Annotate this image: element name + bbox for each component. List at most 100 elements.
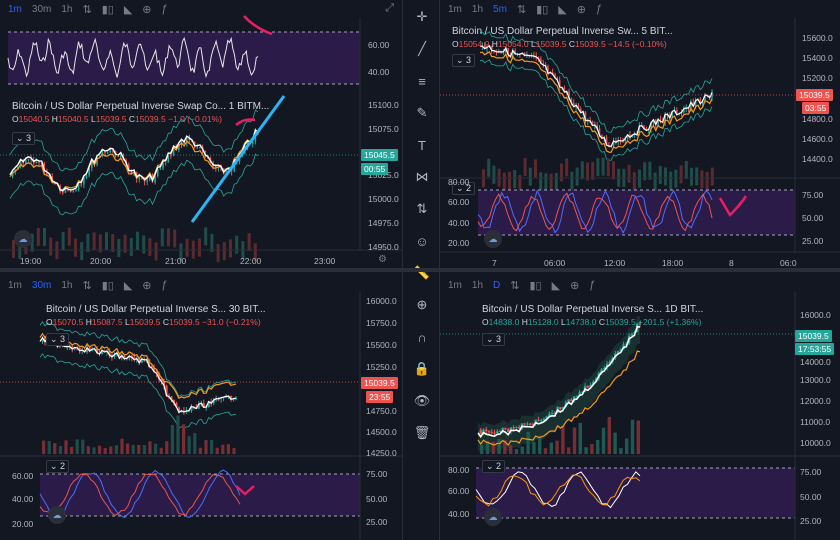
compare-icon[interactable]: ⇅ xyxy=(510,279,520,292)
ohlc-open: 15070.5 xyxy=(52,317,84,327)
chart-canvas[interactable] xyxy=(0,272,402,540)
fx-icon[interactable]: ƒ xyxy=(589,279,596,291)
timeframe-5m[interactable]: 5m xyxy=(493,3,507,15)
chart-canvas[interactable] xyxy=(440,0,840,268)
add-indicator-icon[interactable]: ⊕ xyxy=(142,3,152,16)
candle xyxy=(140,358,143,363)
ohlc-low: 15039.5 xyxy=(95,114,127,124)
ohlc-change: +201.5 (+1.36%) xyxy=(638,317,702,327)
compare-icon[interactable]: ⇅ xyxy=(516,3,527,16)
candle xyxy=(528,423,532,425)
add-indicator-icon[interactable]: ⊕ xyxy=(576,3,586,16)
compare-icon[interactable]: ⇅ xyxy=(82,3,92,16)
chart-canvas[interactable] xyxy=(0,0,402,268)
timeframe-1h[interactable]: 1h xyxy=(61,3,73,15)
trendline-annotation xyxy=(190,95,286,223)
timeframe-30m[interactable]: 30m xyxy=(31,279,52,291)
fx-icon[interactable]: ƒ xyxy=(595,3,603,15)
area-chart-icon[interactable]: ◣ xyxy=(551,279,561,292)
pane-divider[interactable] xyxy=(0,268,840,272)
tradingview-logo[interactable]: ☁ xyxy=(48,506,66,524)
ohlc-open: 15040.5 xyxy=(18,114,50,124)
candle xyxy=(652,119,655,123)
brush-icon[interactable]: ✎ xyxy=(416,105,428,120)
prediction-icon[interactable]: ⇅ xyxy=(416,201,428,216)
magnet-icon[interactable]: ∩ xyxy=(417,329,427,345)
emoji-icon[interactable]: ☺ xyxy=(415,233,429,249)
timeframe-1d[interactable]: D xyxy=(493,279,501,291)
eye-icon[interactable]: 👁 xyxy=(413,393,431,408)
add-indicator-icon[interactable]: ⊕ xyxy=(142,279,152,292)
ruler-icon[interactable]: 📏 xyxy=(413,265,431,280)
timeframe-1m[interactable]: 1m xyxy=(8,279,22,291)
candle-type-icon[interactable]: ▮▯ xyxy=(536,3,549,16)
candle xyxy=(490,45,493,51)
chart-pane-1d[interactable]: 1m 1h D ⇅ ▮▯ ◣ ⊕ ƒ Bitcoin / US Dollar P… xyxy=(440,272,840,540)
ohlc-low: 15039.5 xyxy=(535,39,567,49)
fib-icon[interactable]: ≡ xyxy=(418,73,426,89)
add-indicator-icon[interactable]: ⊕ xyxy=(570,279,580,292)
symbol-name[interactable]: Bitcoin / US Dollar Perpetual Inverse Sw… xyxy=(452,26,639,37)
lock-icon[interactable]: 🔒 xyxy=(413,361,431,376)
indicator-count: 3 xyxy=(466,55,472,65)
candle-type-icon[interactable]: ▮▯ xyxy=(529,279,542,292)
osc-indicator-toggle[interactable]: ⌄ 2 xyxy=(482,460,506,473)
indicator-toggle[interactable]: ⌄ 3 xyxy=(46,333,70,346)
ma-orange xyxy=(479,50,713,153)
volume-bar xyxy=(61,231,65,250)
volume-bar xyxy=(658,165,662,184)
candle xyxy=(676,110,678,115)
indicator-toggle[interactable]: ⌄ 3 xyxy=(12,132,36,145)
tradingview-logo[interactable]: ☁ xyxy=(484,508,502,526)
text-icon[interactable]: T xyxy=(418,137,426,153)
area-chart-icon[interactable]: ◣ xyxy=(123,279,133,292)
timeframe-1m[interactable]: 1m xyxy=(448,279,462,291)
timeframe-1h[interactable]: 1h xyxy=(471,279,484,291)
area-chart-icon[interactable]: ◣ xyxy=(123,3,133,16)
crosshair-icon[interactable]: ✛ xyxy=(416,9,428,24)
price-axis-label: 16000.0 xyxy=(366,296,397,306)
area-chart-icon[interactable]: ◣ xyxy=(558,3,567,16)
timeframe-1h[interactable]: 1h xyxy=(471,3,484,15)
tradingview-logo[interactable]: ☁ xyxy=(14,230,32,248)
indicator-toggle[interactable]: ⌄ 3 xyxy=(482,333,506,346)
candle xyxy=(559,407,562,410)
candle xyxy=(600,369,603,374)
zoom-icon[interactable]: ⊕ xyxy=(416,297,428,312)
ohlc-close: 15039.5 xyxy=(134,114,166,124)
osc-indicator-count: 2 xyxy=(466,183,472,193)
chart-pane-5m[interactable]: 1m 1h 5m ⇅ ▮▯ ◣ ⊕ ƒ Bitcoin / US Dollar … xyxy=(440,0,840,268)
volume-bar xyxy=(636,420,640,454)
fx-icon[interactable]: ƒ xyxy=(161,3,168,15)
trash-icon[interactable]: 🗑 xyxy=(413,425,431,440)
candle-type-icon[interactable]: ▮▯ xyxy=(101,3,114,16)
pattern-icon[interactable]: ⋈ xyxy=(415,169,429,184)
symbol-name[interactable]: Bitcoin / US Dollar Perpetual Inverse Sw… xyxy=(12,101,226,112)
chart-pane-30m[interactable]: 1m 30m 1h ⇅ ▮▯ ◣ ⊕ ƒ Bitcoin / US Dollar… xyxy=(0,272,402,540)
osc-indicator-toggle[interactable]: ⌄ 2 xyxy=(452,182,476,195)
timeframe-1m[interactable]: 1m xyxy=(448,3,462,15)
fx-icon[interactable]: ƒ xyxy=(161,279,168,291)
timeframe-1h[interactable]: 1h xyxy=(61,279,73,291)
chart-pane-1m[interactable]: 1m 30m 1h ⇅ ▮▯ ◣ ⊕ ƒ ⤢ 60.00 40.00 Bitco… xyxy=(0,0,402,268)
symbol-name[interactable]: Bitcoin / US Dollar Perpetual Inverse S.… xyxy=(482,304,663,315)
candle xyxy=(130,172,133,174)
compare-icon[interactable]: ⇅ xyxy=(82,279,92,292)
tradingview-logo[interactable]: ☁ xyxy=(484,230,502,248)
price-axis-label: 15250.0 xyxy=(366,362,397,372)
candle-type-icon[interactable]: ▮▯ xyxy=(101,279,114,292)
timeframe-30m[interactable]: 30m xyxy=(31,3,52,15)
indicator-toggle[interactable]: ⌄ 3 xyxy=(452,54,476,67)
volume-bar xyxy=(142,445,146,454)
trendline-icon[interactable]: ╱ xyxy=(418,41,426,56)
volume-bar xyxy=(518,174,522,193)
price-axis-label: 15400.0 xyxy=(802,53,833,63)
chart-canvas[interactable] xyxy=(440,272,840,540)
osc-indicator-toggle[interactable]: ⌄ 2 xyxy=(46,460,70,473)
candle xyxy=(22,161,24,164)
timeframe-1m[interactable]: 1m xyxy=(8,3,22,15)
fullscreen-icon[interactable]: ⤢ xyxy=(385,2,394,14)
symbol-name[interactable]: Bitcoin / US Dollar Perpetual Inverse S.… xyxy=(46,304,227,315)
candle xyxy=(512,427,515,429)
settings-gear-icon[interactable]: ⚙ xyxy=(378,254,387,265)
